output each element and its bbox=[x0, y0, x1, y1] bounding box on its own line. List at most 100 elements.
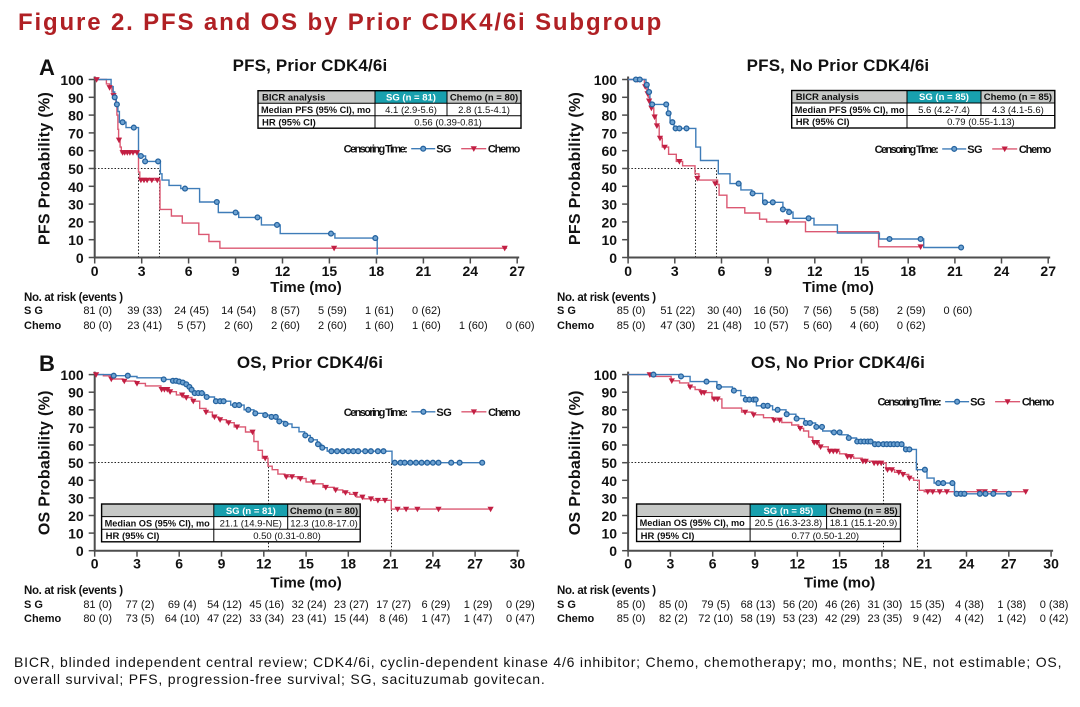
svg-text:85 (0): 85 (0) bbox=[617, 599, 646, 611]
svg-text:No. at risk (events ): No. at risk (events ) bbox=[557, 292, 656, 304]
svg-text:10 (57): 10 (57) bbox=[754, 320, 789, 332]
svg-text:32 (24): 32 (24) bbox=[292, 599, 327, 611]
svg-text:70: 70 bbox=[602, 420, 618, 436]
svg-text:7 (56): 7 (56) bbox=[803, 305, 832, 317]
svg-text:30: 30 bbox=[510, 556, 526, 572]
svg-text:30: 30 bbox=[602, 490, 618, 506]
svg-text:0: 0 bbox=[91, 263, 99, 279]
svg-text:30: 30 bbox=[68, 197, 84, 213]
svg-text:HR (95% CI): HR (95% CI) bbox=[106, 531, 160, 542]
svg-text:Chemo (n = 85): Chemo (n = 85) bbox=[829, 506, 897, 517]
svg-text:18: 18 bbox=[900, 263, 916, 279]
svg-text:2 (60): 2 (60) bbox=[224, 320, 253, 332]
svg-text:OS, No Prior CDK4/6i: OS, No Prior CDK4/6i bbox=[751, 353, 925, 372]
svg-text:6: 6 bbox=[718, 263, 726, 279]
svg-text:50: 50 bbox=[68, 455, 84, 471]
svg-text:SG (n = 81): SG (n = 81) bbox=[386, 93, 436, 104]
svg-text:BICR analysis: BICR analysis bbox=[262, 93, 325, 104]
svg-text:3: 3 bbox=[133, 556, 141, 572]
svg-text:No. at risk (events ): No. at risk (events ) bbox=[557, 585, 656, 597]
svg-text:OS Probability (%): OS Probability (%) bbox=[37, 390, 54, 535]
svg-text:9 (42): 9 (42) bbox=[913, 613, 942, 625]
svg-text:0 (42): 0 (42) bbox=[1040, 613, 1069, 625]
svg-text:90: 90 bbox=[602, 385, 618, 401]
svg-text:HR (95% CI): HR (95% CI) bbox=[262, 118, 316, 129]
svg-text:Chemo: Chemo bbox=[488, 144, 521, 156]
svg-text:68 (13): 68 (13) bbox=[741, 599, 776, 611]
svg-text:30: 30 bbox=[602, 197, 618, 213]
svg-text:S G: S G bbox=[557, 305, 576, 317]
svg-text:100: 100 bbox=[594, 72, 618, 88]
svg-text:23 (41): 23 (41) bbox=[127, 320, 162, 332]
svg-text:8 (46): 8 (46) bbox=[379, 613, 408, 625]
svg-text:40: 40 bbox=[602, 473, 618, 489]
svg-text:30 (40): 30 (40) bbox=[707, 305, 742, 317]
svg-text:1 (61): 1 (61) bbox=[365, 305, 394, 317]
svg-text:81 (0): 81 (0) bbox=[83, 599, 112, 611]
svg-text:0: 0 bbox=[609, 250, 617, 266]
svg-text:39 (33): 39 (33) bbox=[127, 305, 162, 317]
svg-text:60: 60 bbox=[602, 438, 618, 454]
svg-text:Chemo: Chemo bbox=[557, 320, 595, 332]
svg-text:85 (0): 85 (0) bbox=[617, 320, 646, 332]
svg-text:15: 15 bbox=[322, 263, 338, 279]
svg-text:Chemo (n = 80): Chemo (n = 80) bbox=[290, 506, 358, 517]
svg-text:27: 27 bbox=[467, 556, 483, 572]
svg-text:50: 50 bbox=[602, 161, 618, 177]
svg-text:79 (5): 79 (5) bbox=[701, 599, 730, 611]
svg-text:SG: SG bbox=[436, 407, 451, 419]
svg-text:53 (23): 53 (23) bbox=[783, 613, 818, 625]
svg-text:15: 15 bbox=[854, 263, 870, 279]
svg-text:18: 18 bbox=[874, 556, 890, 572]
svg-text:60: 60 bbox=[68, 143, 84, 159]
svg-text:70: 70 bbox=[68, 420, 84, 436]
svg-text:50: 50 bbox=[602, 455, 618, 471]
svg-text:8 (57): 8 (57) bbox=[271, 305, 300, 317]
svg-text:27: 27 bbox=[509, 263, 525, 279]
svg-text:33 (34): 33 (34) bbox=[249, 613, 284, 625]
svg-text:HR (95% CI): HR (95% CI) bbox=[641, 531, 695, 542]
svg-text:80: 80 bbox=[68, 402, 84, 418]
svg-text:B: B bbox=[39, 351, 55, 376]
svg-text:0 (62): 0 (62) bbox=[897, 320, 926, 332]
svg-text:2 (60): 2 (60) bbox=[318, 320, 347, 332]
svg-text:4 (38): 4 (38) bbox=[955, 599, 984, 611]
svg-text:4 (60): 4 (60) bbox=[850, 320, 879, 332]
svg-text:90: 90 bbox=[68, 385, 84, 401]
svg-text:15 (44): 15 (44) bbox=[334, 613, 369, 625]
svg-text:50: 50 bbox=[68, 161, 84, 177]
svg-text:12: 12 bbox=[275, 263, 291, 279]
svg-text:90: 90 bbox=[602, 90, 618, 106]
svg-text:PFS Probability (%): PFS Probability (%) bbox=[567, 92, 584, 245]
svg-text:No. at risk (events ): No. at risk (events ) bbox=[24, 585, 123, 597]
svg-text:2.8 (1.5-4.1): 2.8 (1.5-4.1) bbox=[458, 105, 510, 116]
svg-text:0 (62): 0 (62) bbox=[412, 305, 441, 317]
svg-text:Median OS (95% CI), mo: Median OS (95% CI), mo bbox=[105, 518, 211, 528]
svg-text:23 (41): 23 (41) bbox=[292, 613, 327, 625]
svg-text:0: 0 bbox=[76, 250, 84, 266]
svg-text:OS, Prior CDK4/6i: OS, Prior CDK4/6i bbox=[237, 353, 383, 372]
svg-text:0.79 (0.55-1.13): 0.79 (0.55-1.13) bbox=[947, 117, 1015, 128]
svg-text:24: 24 bbox=[463, 263, 479, 279]
svg-text:0.56 (0.39-0.81): 0.56 (0.39-0.81) bbox=[414, 118, 482, 129]
svg-text:20: 20 bbox=[602, 214, 618, 230]
svg-text:PFS, No Prior CDK4/6i: PFS, No Prior CDK4/6i bbox=[747, 56, 930, 75]
svg-text:47 (30): 47 (30) bbox=[660, 320, 695, 332]
svg-text:overall survival; PFS, progres: overall survival; PFS, progression-free … bbox=[14, 671, 546, 687]
svg-text:0: 0 bbox=[76, 543, 84, 559]
svg-text:Chemo: Chemo bbox=[24, 613, 62, 625]
svg-text:24: 24 bbox=[994, 263, 1010, 279]
svg-text:Chemo (n = 85): Chemo (n = 85) bbox=[984, 92, 1052, 103]
svg-text:20: 20 bbox=[68, 214, 84, 230]
svg-text:72 (10): 72 (10) bbox=[698, 613, 733, 625]
svg-text:85 (0): 85 (0) bbox=[659, 599, 688, 611]
svg-text:100: 100 bbox=[60, 367, 84, 383]
svg-text:Figure 2. PFS and OS by Prior: Figure 2. PFS and OS by Prior CDK4/6i Su… bbox=[18, 9, 663, 36]
svg-text:18.1 (15.1-20.9): 18.1 (15.1-20.9) bbox=[830, 518, 898, 529]
svg-text:5 (57): 5 (57) bbox=[177, 320, 206, 332]
svg-text:2 (60): 2 (60) bbox=[271, 320, 300, 332]
svg-text:1 (42): 1 (42) bbox=[997, 613, 1026, 625]
svg-text:3: 3 bbox=[667, 556, 675, 572]
svg-text:82 (2): 82 (2) bbox=[659, 613, 688, 625]
svg-text:80: 80 bbox=[602, 402, 618, 418]
